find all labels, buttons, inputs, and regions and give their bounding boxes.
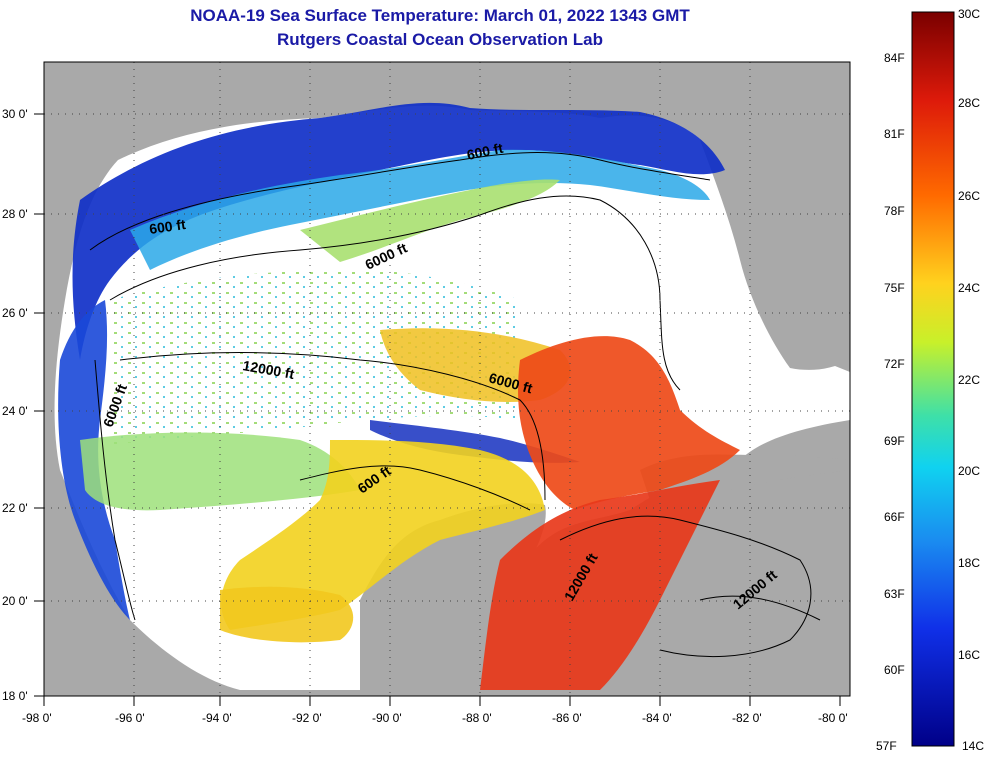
lon-label: -88 0' xyxy=(462,711,492,725)
colorbar-celsius-label: 24C xyxy=(958,281,980,295)
lat-label: 22 0' xyxy=(2,501,28,515)
lon-label: -92 0' xyxy=(292,711,322,725)
lon-label: -98 0' xyxy=(22,711,52,725)
colorbar-fahrenheit-labels: 84F 81F 78F 75F 72F 69F 66F 63F 60F 57F xyxy=(876,51,905,753)
colorbar xyxy=(911,11,955,747)
colorbar-celsius-label: 28C xyxy=(958,96,980,110)
colorbar-fahrenheit-label: 72F xyxy=(884,357,905,371)
sst-warm-band xyxy=(221,440,546,630)
colorbar-fahrenheit-label: 66F xyxy=(884,510,905,524)
sst-speckled-center xyxy=(110,269,520,445)
lat-label: 26 0' xyxy=(2,306,28,320)
colorbar-celsius-label: 20C xyxy=(958,464,980,478)
lon-label: -90 0' xyxy=(372,711,402,725)
lon-label: -80 0' xyxy=(818,711,848,725)
axis-ticks xyxy=(34,113,841,706)
lon-label: -86 0' xyxy=(552,711,582,725)
sst-mild-southwest xyxy=(80,432,360,511)
graticule xyxy=(44,62,850,696)
colorbar-fahrenheit-label: 84F xyxy=(884,51,905,65)
colorbar-fahrenheit-label: 69F xyxy=(884,434,905,448)
colorbar-fahrenheit-label: 63F xyxy=(884,587,905,601)
longitude-labels: -98 0' -96 0' -94 0' -92 0' -90 0' -88 0… xyxy=(22,711,848,725)
contour-label: 600 ft xyxy=(465,140,504,163)
colorbar-celsius-labels: 30C 28C 26C 24C 22C 20C 18C 16C 14C xyxy=(958,7,984,753)
colorbar-celsius-label: 22C xyxy=(958,373,980,387)
lon-label: -84 0' xyxy=(642,711,672,725)
sst-cold-tongue xyxy=(370,420,580,463)
sst-cold-north xyxy=(72,102,725,361)
lat-label: 24 0' xyxy=(2,404,28,418)
colorbar-fahrenheit-label: 78F xyxy=(884,204,905,218)
colorbar-fahrenheit-label: 57F xyxy=(876,739,897,753)
contour-label: 600 ft xyxy=(148,216,187,237)
map-frame xyxy=(43,61,851,697)
colorbar-celsius-label: 16C xyxy=(958,648,980,662)
colorbar-fahrenheit-label: 75F xyxy=(884,281,905,295)
lon-label: -82 0' xyxy=(732,711,762,725)
sst-warm-southwest xyxy=(220,586,354,643)
sst-cool-north xyxy=(130,149,710,270)
lat-label: 18 0' xyxy=(2,689,28,703)
map-title: NOAA-19 Sea Surface Temperature: March 0… xyxy=(190,6,690,25)
bathymetry-contours xyxy=(89,152,821,658)
colorbar-celsius-label: 26C xyxy=(958,189,980,203)
lat-label: 28 0' xyxy=(2,207,28,221)
florida-land xyxy=(700,62,850,370)
sst-hot-caribbean xyxy=(480,480,720,690)
sst-hot-loop xyxy=(518,336,740,510)
colorbar-celsius-label: 14C xyxy=(962,739,984,753)
lat-label: 30 0' xyxy=(2,107,28,121)
colorbar-celsius-label: 18C xyxy=(958,556,980,570)
lon-label: -94 0' xyxy=(202,711,232,725)
lon-label: -96 0' xyxy=(115,711,145,725)
lat-label: 20 0' xyxy=(2,594,28,608)
colorbar-fahrenheit-label: 60F xyxy=(884,663,905,677)
colorbar-fahrenheit-label: 81F xyxy=(884,127,905,141)
sst-mild-north xyxy=(300,179,560,262)
map-subtitle: Rutgers Coastal Ocean Observation Lab xyxy=(277,30,603,49)
colorbar-celsius-label: 30C xyxy=(958,7,980,21)
latitude-labels: 30 0' 28 0' 26 0' 24 0' 22 0' 20 0' 18 0… xyxy=(2,107,28,703)
